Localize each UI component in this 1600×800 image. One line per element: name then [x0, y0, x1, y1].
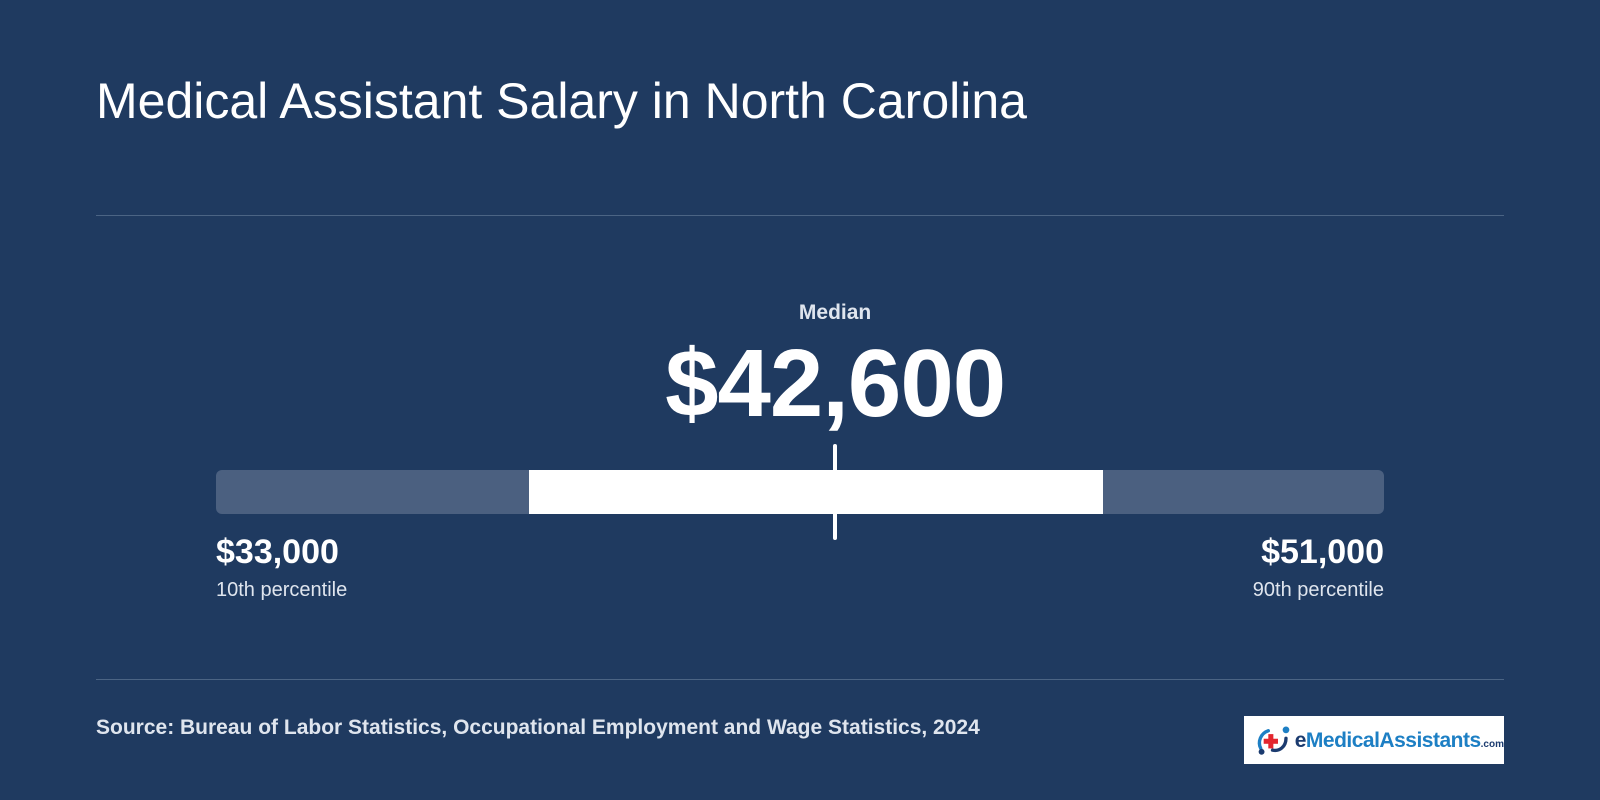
- median-marker: [833, 444, 838, 540]
- logo-wordmark: eMedicalAssistants.com: [1294, 728, 1504, 752]
- bottom-divider: [96, 679, 1504, 680]
- low-percentile-label: 10th percentile: [216, 579, 348, 601]
- source-note: Source: Bureau of Labor Statistics, Occu…: [96, 716, 980, 739]
- salary-range-bar: [528, 470, 1104, 514]
- median-value: $42,600: [665, 330, 1006, 437]
- page-title: Medical Assistant Salary in North Caroli…: [96, 73, 1027, 129]
- high-percentile-label: 90th percentile: [1252, 579, 1384, 601]
- median-label: Median: [798, 301, 872, 324]
- brand-logo: eMedicalAssistants.com: [1244, 716, 1504, 764]
- salary-range-track: [216, 470, 1384, 514]
- medical-cross-logo-icon: [1257, 726, 1290, 755]
- low-percentile-value: $33,000: [216, 533, 339, 571]
- top-divider: [96, 215, 1504, 216]
- high-percentile-value: $51,000: [1261, 533, 1384, 571]
